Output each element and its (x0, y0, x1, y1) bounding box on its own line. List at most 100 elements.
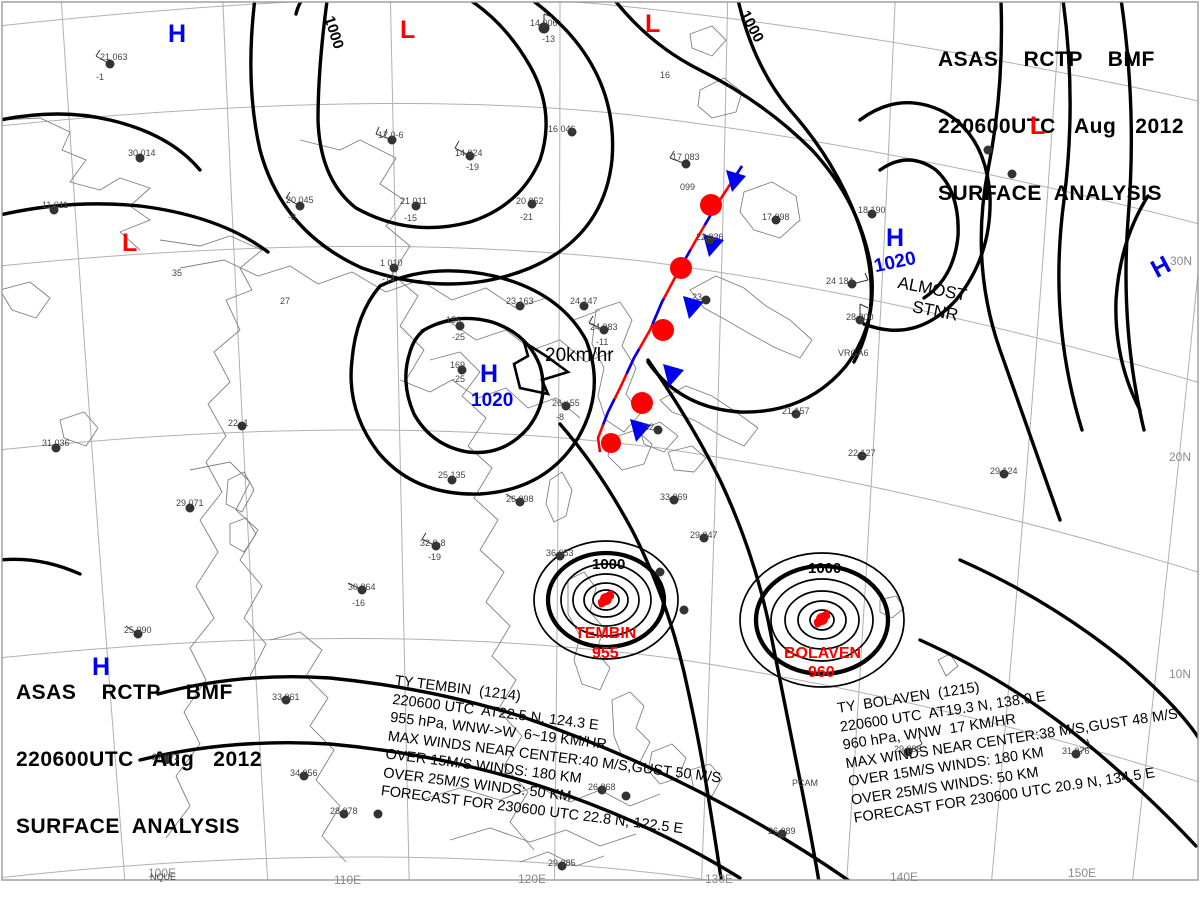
station-plot-58: 22 036 (696, 232, 724, 242)
typhoon-bolaven-isobars (739, 552, 905, 688)
station-plot-19: 1 010 (380, 258, 403, 268)
typhoon-tembin-isobars (533, 540, 679, 660)
station-plot-40: 25 090 (124, 625, 152, 635)
station-plot-7: 16 046 (548, 124, 576, 134)
station-plot-12: 20 052 (516, 196, 544, 206)
low-marker-1: L (400, 16, 416, 44)
station-plot-33: 25 135 (438, 470, 466, 480)
station-plot-60: 32 (644, 422, 655, 432)
latitude-label-0: 30N (1170, 254, 1193, 268)
station-plot-57: 17 098 (762, 212, 790, 222)
header-top-line3: SURFACE ANALYSIS (938, 182, 1162, 205)
header-top: ASAS RCTP BMF 220600UTC Aug 2012 SURFACE… (938, 8, 1184, 245)
station-plot-13: -21 (520, 212, 534, 222)
station-plot-11: -15 (404, 213, 418, 223)
station-plot-28: -25 (452, 374, 466, 384)
longitude-label-1: 110E (334, 873, 362, 887)
station-plot-31: 26 +55 (552, 398, 580, 408)
station-plot-53: 18 190 (858, 205, 886, 215)
header-bottom: ASAS RCTP BMF 220600UTC Aug 2012 SURFACE… (16, 641, 262, 878)
station-plot-17: 14 006 (530, 18, 558, 28)
station-plot-20: -14 (382, 274, 396, 284)
typhoon-bolaven-center (813, 610, 831, 628)
station-plot-43: 34 056 (290, 768, 318, 778)
typhoon-label-bolaven: BOLAVEN (784, 645, 862, 662)
typhoon-label-tembin: TEMBIN (575, 625, 637, 642)
motion-speed-label: 20km/hr (545, 345, 614, 366)
station-plot-9: -19 (466, 162, 480, 172)
station-plot-62: 29 085 (548, 858, 576, 868)
station-plot-2: 30 014 (128, 148, 156, 158)
longitude-label-4: 140E (890, 870, 919, 884)
high-marker-4: H (480, 360, 499, 388)
station-plot-54: 21 157 (782, 406, 810, 416)
high-marker-5: H (92, 653, 111, 681)
stationary-front (596, 165, 746, 453)
longitude-label-5: 150E (1068, 866, 1097, 880)
station-plot-22: 27 (280, 296, 291, 306)
station-plot-23: 23 163 (506, 296, 534, 306)
station-plot-14: 17 083 (672, 152, 700, 162)
typhoon-tembin-center (597, 590, 615, 608)
longitude-label-3: 130E (705, 872, 734, 886)
station-plot-4: 20 045 (286, 195, 314, 205)
isobar-label-4: 1000 (808, 560, 842, 577)
station-plot-6: 17 0-6 (378, 130, 404, 140)
station-plot-38: -16 (352, 598, 366, 608)
station-plot-30: -11 (596, 337, 609, 347)
station-name-2: NQUE (150, 872, 177, 882)
station-plot-26: -25 (452, 332, 466, 342)
station-name-0: VRGA6 (838, 348, 869, 358)
high-marker-1: H (168, 20, 187, 48)
typhoon-pressure-bolaven: 960 (808, 664, 835, 681)
station-plot-32: -8 (556, 412, 565, 422)
station-plot-15: 099 (680, 182, 696, 192)
station-plot-61: 26 089 (768, 826, 796, 836)
station-plot-29: 24 083 (590, 322, 618, 332)
low-marker-3: L (1030, 112, 1046, 140)
station-plots (49, 13, 1091, 871)
latitude-label-2: 10N (1169, 667, 1192, 681)
latitude-label-1: 20N (1169, 450, 1192, 464)
station-plot-47: 33 069 (660, 492, 688, 502)
coastlines (2, 25, 959, 867)
station-plot-16: 16 (660, 70, 671, 80)
station-plot-0: 21 063 (100, 52, 128, 62)
station-plot-10: 21 011 (400, 196, 427, 206)
longitude-label-2: 120E (518, 872, 547, 886)
station-name-1: PCAM (792, 778, 819, 788)
header-bottom-line1: ASAS RCTP BMF (16, 681, 233, 704)
motion-arrow-icon (512, 339, 571, 396)
station-plot-50: 29 047 (690, 530, 718, 540)
station-plot-25: 156 (446, 315, 462, 325)
station-plot-8: 14 024 (455, 148, 483, 158)
station-plot-64: 26 068 (588, 782, 616, 792)
chart-border (1, 1, 1199, 881)
longitude-label-0: 100E (148, 866, 177, 880)
station-plot-24: 24 147 (570, 296, 598, 306)
station-plot-21: 35 (172, 268, 183, 278)
station-plot-63: 28 078 (330, 806, 358, 816)
station-plot-18: -13 (542, 34, 556, 44)
station-plot-55: 22 127 (848, 448, 876, 458)
station-plot-52: 24 184 (826, 276, 854, 286)
station-plot-49: 31 076 (1062, 746, 1090, 756)
station-plot-42: 27 072 (152, 752, 180, 762)
isobar-label-3: 1000 (592, 556, 626, 573)
station-plot-59: 23 (692, 292, 703, 302)
station-plot-1: -1 (96, 72, 105, 82)
station-plot-41: 33 061 (272, 692, 300, 702)
typhoon-pressure-tembin: 955 (592, 645, 619, 662)
station-plot-27: 169 (450, 360, 466, 370)
high-value-1020-west: 1020 (471, 390, 514, 411)
low-marker-4: L (122, 229, 138, 257)
header-bottom-line3: SURFACE ANALYSIS (16, 815, 240, 838)
station-plot-3: 11 011 (42, 200, 69, 210)
station-plot-46: 36 053 (546, 548, 574, 558)
station-plot-34: 26 098 (506, 494, 534, 504)
header-top-line2: 220600UTC Aug 2012 (938, 115, 1184, 138)
